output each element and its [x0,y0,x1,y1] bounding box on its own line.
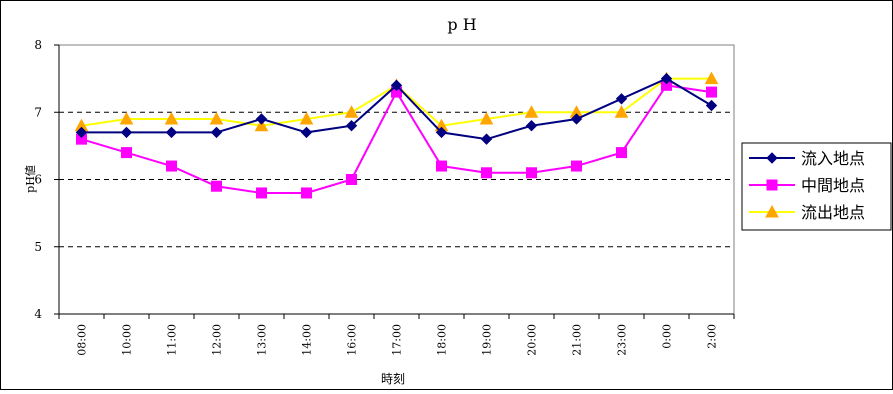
data-point [345,119,358,132]
y-tick-label: 5 [34,240,42,254]
x-tick-label: 2:00 [706,324,719,349]
data-point [255,113,268,125]
data-point [525,119,538,132]
x-tick-label: 14:00 [301,324,314,356]
x-tick-label: 19:00 [481,324,494,356]
data-point [165,126,178,139]
data-point [614,105,629,118]
data-point [119,111,134,125]
data-point [435,126,448,139]
legend-marker-1 [766,152,778,164]
series-2 [76,79,717,199]
data-point [254,118,269,132]
y-tick-label: 8 [34,38,42,52]
data-point [121,147,132,159]
x-tick-label: 13:00 [256,324,269,356]
data-point [704,71,719,85]
data-point [390,79,403,92]
data-point [524,105,539,118]
data-point [480,133,493,145]
x-tick-label: 08:00 [76,324,89,356]
data-point [164,111,179,125]
legend-marker-3 [765,204,779,218]
y-tick-label: 4 [34,307,42,321]
data-point [526,167,537,179]
data-point [166,160,177,172]
series-1 [75,72,718,145]
data-point [301,187,312,199]
data-point [344,105,359,118]
data-point [256,187,267,199]
data-point [210,126,223,139]
data-point [479,111,494,125]
x-tick-label: 18:00 [436,324,449,356]
data-point [346,174,357,185]
data-point [211,180,222,192]
data-point [209,111,224,125]
x-tick-label: 17:00 [391,324,404,356]
x-tick-label: 16:00 [346,324,359,356]
data-point [120,126,133,139]
data-point [705,99,718,112]
legend-label-1: 流入地点 [801,149,865,168]
x-tick-label: 21:00 [571,324,584,356]
data-point [660,72,673,85]
axis-layer: 4 5 6 7 8 08:00 10:00 11:00 12:00 13:00 14:00 16:00… [34,38,735,356]
data-point [75,126,88,139]
legend-label-3: 流出地点 [801,203,865,222]
y-axis-label: pH値 [24,165,37,193]
x-tick-label: 23:00 [616,324,629,356]
x-tick-label: 0:00 [661,324,674,349]
data-point [706,86,717,98]
series-layer [74,71,719,199]
data-point [571,160,582,172]
x-tick-label: 20:00 [526,324,539,356]
y-tick-label: 6 [34,173,42,187]
chart-title: p H [447,15,476,34]
data-point [616,147,627,159]
legend-label-2: 中間地点 [801,176,865,195]
data-point [300,126,313,139]
data-point [481,167,492,179]
x-tick-label: 11:00 [166,324,179,356]
x-tick-label: 10:00 [121,324,134,356]
data-point [436,160,447,172]
y-tick-label: 7 [34,105,42,119]
data-point [299,111,314,125]
data-point [615,93,628,105]
legend-marker-2 [766,179,778,191]
x-tick-label: 12:00 [211,324,224,356]
data-point [570,113,583,125]
x-axis-label: 時刻 [381,372,405,386]
